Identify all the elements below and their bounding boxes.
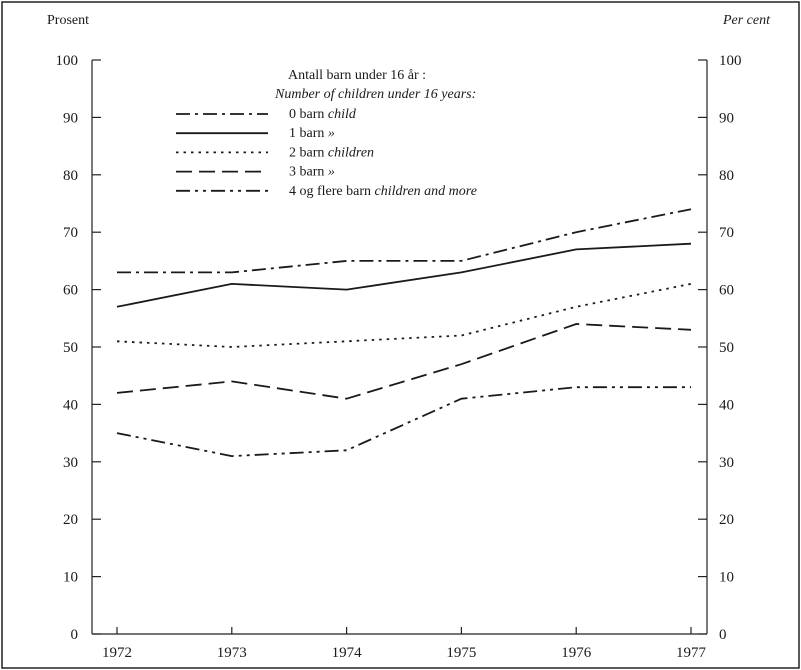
y-axis-label-left: Prosent bbox=[47, 13, 89, 28]
y-axis-label-right: Per cent bbox=[722, 13, 771, 28]
legend-title: Antall barn under 16 år : bbox=[288, 68, 426, 83]
y-tick-label-left: 100 bbox=[56, 53, 79, 69]
y-tick-label-right: 20 bbox=[719, 512, 734, 528]
y-tick-label-left: 30 bbox=[63, 455, 78, 471]
x-tick-label: 1977 bbox=[676, 645, 707, 661]
legend-subtitle: Number of children under 16 years: bbox=[274, 87, 476, 102]
y-tick-label-right: 60 bbox=[719, 283, 734, 299]
series-line-2 bbox=[116, 283, 692, 348]
legend-label-1: 1 barn » bbox=[289, 126, 335, 141]
series-line-4 bbox=[116, 386, 691, 458]
y-tick-label-right: 10 bbox=[719, 570, 734, 586]
y-tick-label-left: 0 bbox=[71, 627, 79, 643]
y-tick-label-left: 20 bbox=[63, 512, 78, 528]
legend: Antall barn under 16 år : Number of chil… bbox=[176, 68, 477, 199]
legend-label-4: 4 og flere barn children and more bbox=[289, 184, 477, 199]
y-tick-label-left: 10 bbox=[63, 570, 78, 586]
y-tick-label-left: 80 bbox=[63, 168, 78, 184]
y-tick-label-right: 40 bbox=[719, 397, 734, 413]
y-tick-label-right: 100 bbox=[719, 53, 742, 69]
x-tick-label: 1972 bbox=[102, 645, 132, 661]
series-line-0 bbox=[117, 208, 692, 274]
y-tick-label-left: 90 bbox=[63, 110, 78, 126]
series-line-1 bbox=[116, 242, 692, 308]
y-tick-label-left: 40 bbox=[63, 397, 78, 413]
legend-label-0: 0 barn child bbox=[289, 107, 357, 122]
y-tick-label-right: 50 bbox=[719, 340, 734, 356]
y-tick-label-right: 0 bbox=[719, 627, 727, 643]
y-tick-label-right: 30 bbox=[719, 455, 734, 471]
axes: 0 0 10 10 20 20 30 30 40 40 50 50 60 60 70 70 80 80 90 90 10… bbox=[56, 53, 742, 661]
x-tick-label: 1975 bbox=[446, 645, 476, 661]
x-tick-label: 1974 bbox=[332, 645, 363, 661]
x-tick-label: 1973 bbox=[217, 645, 247, 661]
legend-label-3: 3 barn » bbox=[289, 165, 335, 180]
y-tick-label-left: 60 bbox=[63, 283, 78, 299]
y-tick-label-right: 80 bbox=[719, 168, 734, 184]
y-tick-label-right: 70 bbox=[719, 225, 734, 241]
legend-label-2: 2 barn children bbox=[289, 145, 374, 160]
y-tick-label-left: 50 bbox=[63, 340, 78, 356]
y-tick-label-left: 70 bbox=[63, 225, 78, 241]
series-line-3 bbox=[116, 323, 692, 400]
x-tick-label: 1976 bbox=[561, 645, 592, 661]
legend-items: 0 barn child 1 barn » 2 barn children 3 bar… bbox=[176, 107, 477, 199]
series-layer bbox=[116, 208, 692, 458]
y-tick-label-right: 90 bbox=[719, 110, 734, 126]
